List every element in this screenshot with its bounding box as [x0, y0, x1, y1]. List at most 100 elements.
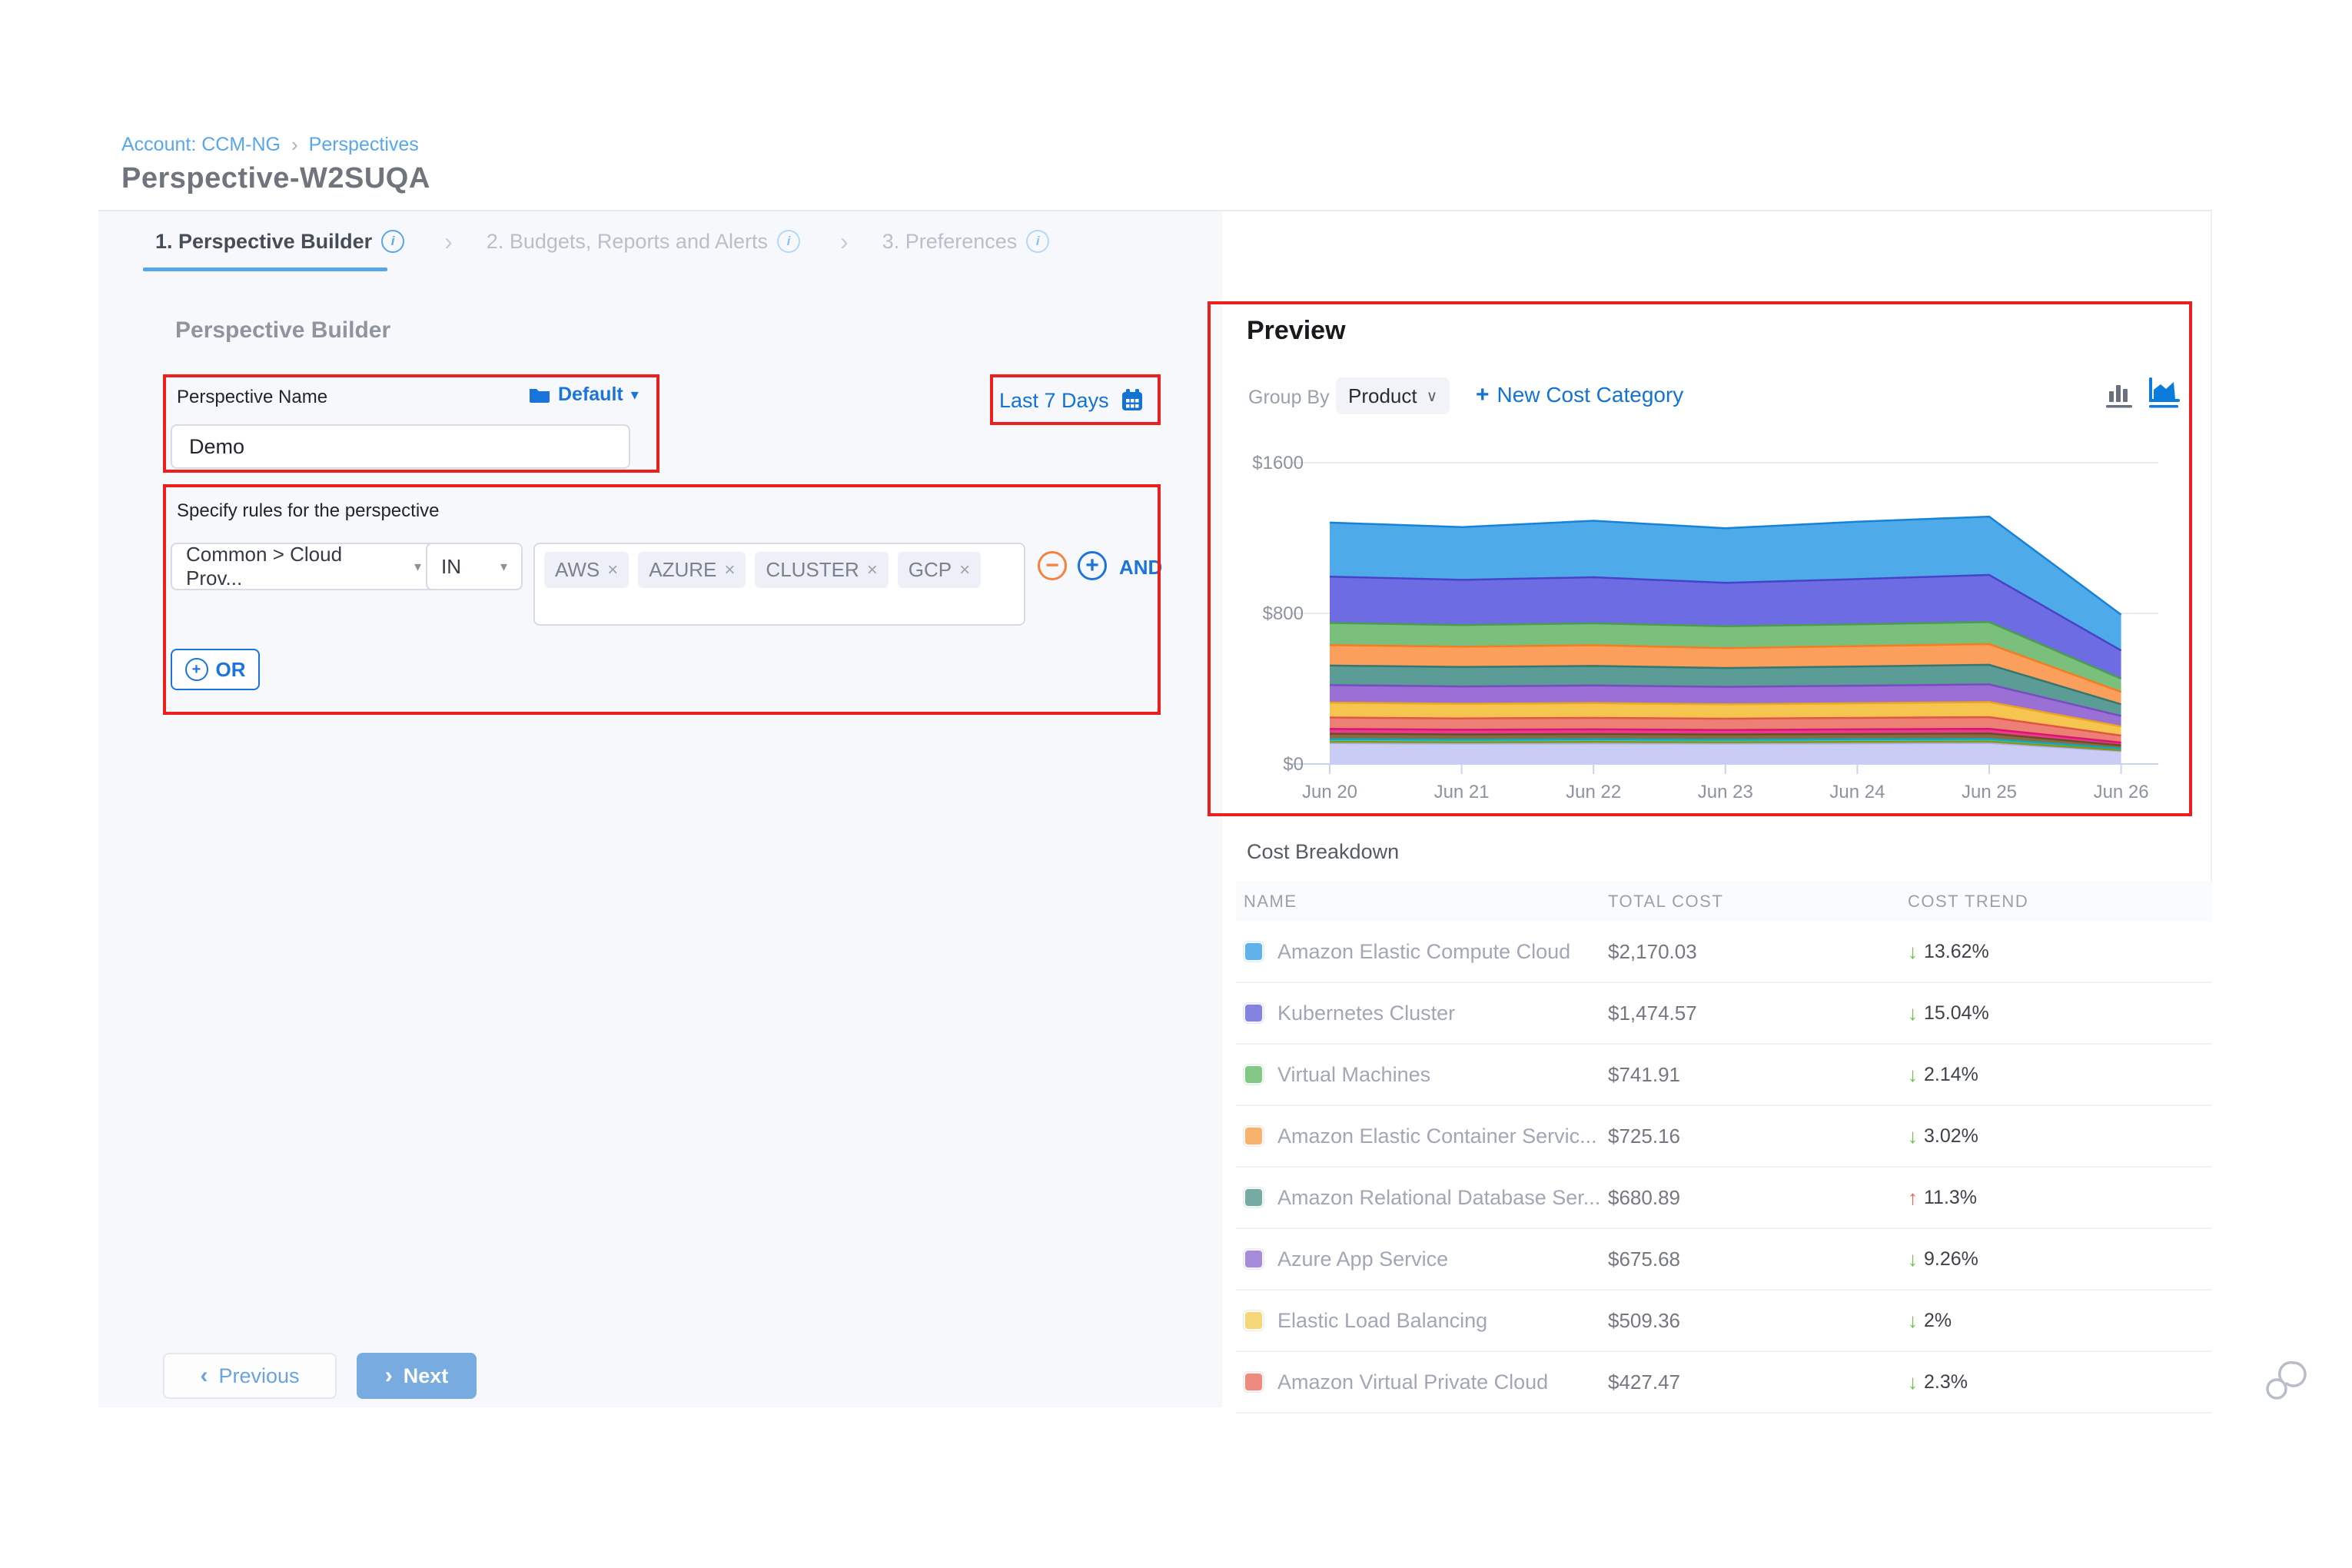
value-chip-gcp: GCP ×: [897, 552, 982, 588]
chip-close-icon[interactable]: ×: [866, 559, 878, 580]
series-color-swatch: [1244, 1249, 1264, 1269]
trend-value: 15.04%: [1924, 1002, 1989, 1024]
trend-down-icon: ↓: [1908, 939, 1918, 963]
table-row[interactable]: Azure App Service $675.68 ↓ 9.26%: [1236, 1229, 2212, 1291]
active-tab-underline: [143, 267, 387, 271]
new-cost-category-button[interactable]: + New Cost Category: [1476, 382, 1683, 408]
row-name-cell: Amazon Elastic Compute Cloud: [1236, 940, 1608, 964]
x-axis-tick-label: Jun 25: [1962, 782, 2017, 802]
service-name: Kubernetes Cluster: [1277, 1001, 1456, 1025]
tab-label: 1. Perspective Builder: [155, 229, 373, 253]
area-band: [1330, 733, 2121, 749]
trend-value: 2%: [1924, 1309, 1952, 1331]
chip-label: CLUSTER: [766, 558, 859, 581]
plus-icon: +: [1476, 382, 1490, 407]
total-cost-cell: $509.36: [1608, 1308, 1680, 1332]
area-band: [1330, 575, 2121, 679]
chip-close-icon[interactable]: ×: [607, 559, 619, 580]
add-rule-button[interactable]: +: [1078, 551, 1107, 580]
info-icon[interactable]: i: [777, 230, 801, 253]
tab-label: 3. Preferences: [882, 229, 1018, 253]
folder-selector[interactable]: Default ▾: [529, 384, 639, 406]
area-band-edge: [1329, 738, 2121, 750]
tab-separator-icon: ›: [444, 227, 453, 255]
row-name-cell: Elastic Load Balancing: [1236, 1309, 1608, 1333]
area-band: [1330, 702, 2121, 736]
total-cost-cell: $680.89: [1608, 1185, 1680, 1209]
area-band: [1330, 684, 2121, 727]
minus-icon: −: [1045, 553, 1059, 578]
area-band-edge: [1329, 643, 2122, 693]
cost-trend-cell: ↓ 2.14%: [1908, 1063, 2212, 1087]
column-header-total-cost: TOTAL COST: [1608, 892, 1724, 911]
next-button-label: Next: [403, 1364, 449, 1387]
cost-trend-cell: ↓ 9.26%: [1908, 1247, 2212, 1271]
page-title: Perspective-W2SUQA: [121, 162, 430, 194]
row-name-cell: Amazon Elastic Container Servic...: [1236, 1125, 1608, 1148]
next-button[interactable]: › Next: [357, 1353, 477, 1399]
chip-label: AZURE: [649, 558, 717, 581]
value-chip-azure: AZURE ×: [638, 552, 746, 588]
perspective-name-label: Perspective Name: [177, 387, 328, 407]
date-range-picker[interactable]: Last 7 Days: [999, 388, 1144, 413]
trend-value: 9.26%: [1924, 1247, 1978, 1270]
column-header-name: NAME: [1244, 892, 1297, 911]
total-cost-cell: $1,474.57: [1608, 1001, 1697, 1025]
plus-icon: +: [1085, 553, 1099, 578]
trend-value: 2.3%: [1924, 1370, 1968, 1393]
area-band: [1330, 742, 2121, 764]
trend-down-icon: ↓: [1908, 1124, 1918, 1148]
total-cost-cell: $675.68: [1608, 1247, 1680, 1271]
chip-close-icon[interactable]: ×: [724, 559, 736, 580]
help-chat-icon[interactable]: [2264, 1360, 2310, 1403]
breadcrumb-separator-icon: ›: [291, 133, 298, 156]
series-color-swatch: [1244, 942, 1264, 962]
table-row[interactable]: Amazon Elastic Compute Cloud $2,170.03 ↓ 13…: [1236, 922, 2212, 983]
tab-preferences[interactable]: 3. Preferences i: [882, 230, 1050, 254]
rule-operator-select[interactable]: IN ▾: [426, 543, 523, 590]
bar-chart-icon[interactable]: [2105, 377, 2134, 414]
x-axis-tick-label: Jun 21: [1434, 782, 1490, 802]
area-band-edge: [1329, 701, 2121, 728]
add-or-rule-button[interactable]: + OR: [171, 649, 260, 690]
trend-value: 11.3%: [1924, 1186, 1978, 1208]
row-name-cell: Azure App Service: [1236, 1247, 1608, 1271]
calendar-icon: [1120, 388, 1144, 413]
breadcrumb-perspectives-link[interactable]: Perspectives: [308, 134, 419, 155]
chart-type-toggle: [2105, 377, 2180, 414]
area-band-edge: [1329, 683, 2121, 717]
table-row[interactable]: Virtual Machines $741.91 ↓ 2.14%: [1236, 1045, 2212, 1106]
cost-preview-chart[interactable]: $1600 $800 $0 Jun 20 Jun 21 Jun 22 Jun 23 Jun 2…: [1230, 432, 2221, 809]
info-icon[interactable]: i: [1026, 230, 1050, 253]
total-cost-cell: $741.91: [1608, 1062, 1680, 1086]
previous-button[interactable]: ‹ Previous: [163, 1353, 337, 1399]
total-cost-cell: $427.47: [1608, 1370, 1680, 1394]
table-row[interactable]: Kubernetes Cluster $1,474.57 ↓ 15.04%: [1236, 983, 2212, 1045]
chip-close-icon[interactable]: ×: [959, 559, 971, 580]
area-band-edge: [1329, 716, 2121, 737]
group-by-select[interactable]: Product ∨: [1336, 377, 1450, 414]
tab-perspective-builder[interactable]: 1. Perspective Builder i: [155, 229, 405, 254]
table-row[interactable]: Amazon Relational Database Ser... $680.89…: [1236, 1168, 2212, 1229]
rule-values-input[interactable]: AWS × AZURE × CLUSTER × GCP ×: [533, 543, 1025, 626]
area-band-edge: [1329, 515, 2122, 616]
area-chart-icon[interactable]: [2148, 377, 2180, 414]
area-band: [1330, 517, 2121, 651]
perspective-name-input[interactable]: [171, 424, 630, 469]
previous-button-label: Previous: [218, 1364, 300, 1387]
builder-panel: 1. Perspective Builder i › 2. Budgets, Repo…: [98, 211, 1222, 1407]
area-band-edge: [1329, 727, 2121, 744]
row-name-cell: Kubernetes Cluster: [1236, 1002, 1608, 1025]
remove-rule-button[interactable]: −: [1038, 551, 1067, 580]
cost-trend-cell: ↓ 2%: [1908, 1309, 2212, 1333]
table-row[interactable]: Amazon Elastic Container Servic... $725.1…: [1236, 1106, 2212, 1168]
chevron-down-icon: ▾: [500, 558, 507, 574]
tab-budgets-reports-and-alerts[interactable]: 2. Budgets, Reports and Alerts i: [487, 230, 801, 254]
table-row[interactable]: Amazon Virtual Private Cloud $427.47 ↓ 2.3%: [1236, 1352, 2212, 1414]
info-icon[interactable]: i: [381, 230, 405, 253]
breadcrumb-account-link[interactable]: Account: CCM-NG: [121, 134, 281, 155]
table-row[interactable]: Elastic Load Balancing $509.36 ↓ 2%: [1236, 1291, 2212, 1352]
area-band-edge: [1329, 733, 2121, 746]
rule-operand-select[interactable]: Common > Cloud Prov... ▾: [171, 543, 437, 590]
